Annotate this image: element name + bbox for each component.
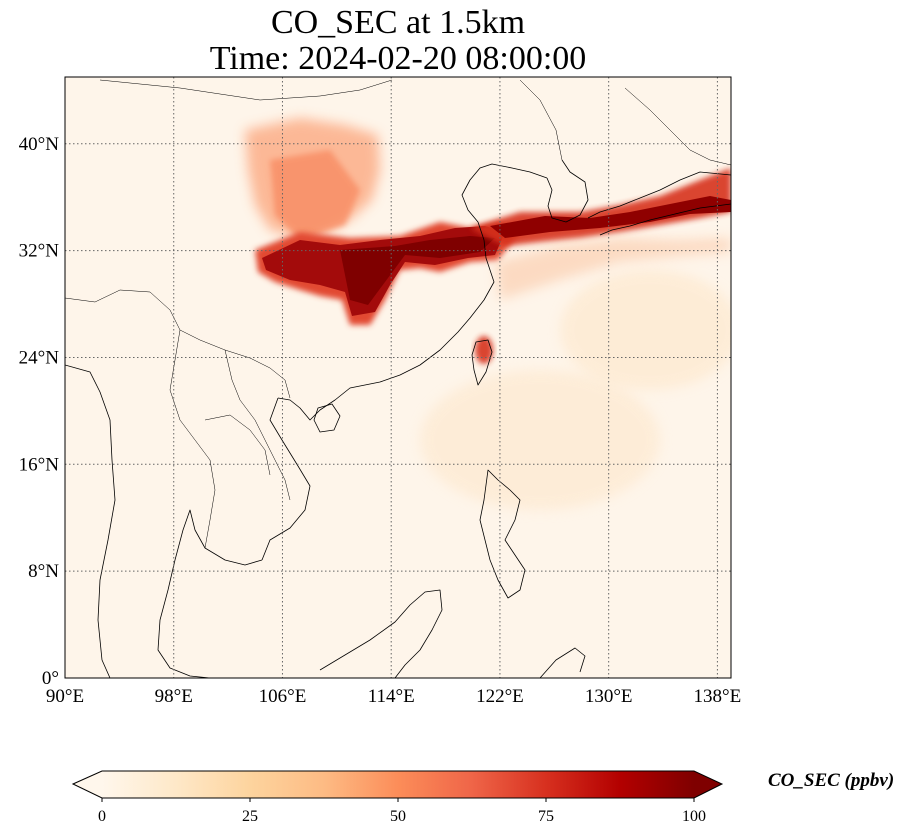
longitude-tick-labels: 90°E 98°E 106°E 114°E 122°E 130°E 138°E — [46, 686, 741, 707]
longitude-tick-label: 138°E — [694, 686, 742, 707]
colorbar-tick-label: 75 — [538, 808, 554, 825]
country-borders — [65, 79, 731, 549]
vietnam-coast — [261, 397, 311, 561]
longitude-tick-label: 90°E — [46, 686, 84, 707]
latitude-tick-label: 8°N — [28, 561, 59, 582]
map-time-subtitle: Time: 2024-02-20 08:00:00 — [209, 40, 587, 77]
map-panel — [64, 76, 732, 679]
map-title: CO_SEC at 1.5km — [270, 4, 526, 41]
sulawesi-coast — [539, 647, 586, 678]
hainan-coast — [313, 403, 341, 433]
colorbar-tick-label: 0 — [98, 808, 106, 825]
latitude-tick-label: 16°N — [19, 454, 60, 475]
longitude-tick-label: 106°E — [259, 686, 307, 707]
longitude-tick-label: 98°E — [155, 686, 193, 707]
longitude-tick-label: 122°E — [476, 686, 524, 707]
bay-of-bengal-coast — [65, 364, 116, 678]
latitude-tick-label: 24°N — [19, 347, 60, 368]
latitude-tick-labels: 0° 8°N 16°N 24°N 32°N 40°N — [19, 134, 60, 689]
japan-coast — [587, 171, 731, 219]
philippines-coast — [479, 469, 526, 599]
co-concentration-field — [245, 118, 731, 510]
gulf-of-thailand-coast — [157, 509, 263, 678]
colorbar: 0 25 50 75 100 — [71, 770, 724, 825]
colorbar-max-extend-arrow — [694, 771, 722, 798]
latitude-tick-label: 0° — [42, 668, 59, 689]
colorbar-tick-label: 50 — [390, 808, 406, 825]
latitude-tick-label: 32°N — [19, 241, 60, 262]
colorbar-gradient — [102, 771, 694, 798]
longitude-tick-label: 114°E — [368, 686, 415, 707]
korea-coast — [546, 159, 589, 223]
colorbar-title: CO_SEC (ppbv) — [768, 770, 895, 791]
coastlines — [65, 159, 731, 678]
colorbar-tick-label: 25 — [242, 808, 258, 825]
china-coast — [277, 163, 548, 421]
longitude-tick-label: 130°E — [585, 686, 633, 707]
latitude-tick-label: 40°N — [19, 134, 60, 155]
colorbar-min-extend-arrow — [73, 771, 102, 798]
taiwan-coast — [471, 339, 493, 386]
borneo-coast — [319, 589, 443, 678]
graticule — [65, 77, 731, 678]
colorbar-ticks: 0 25 50 75 100 — [98, 798, 706, 825]
map-frame — [64, 76, 732, 679]
colorbar-tick-label: 100 — [682, 808, 706, 825]
